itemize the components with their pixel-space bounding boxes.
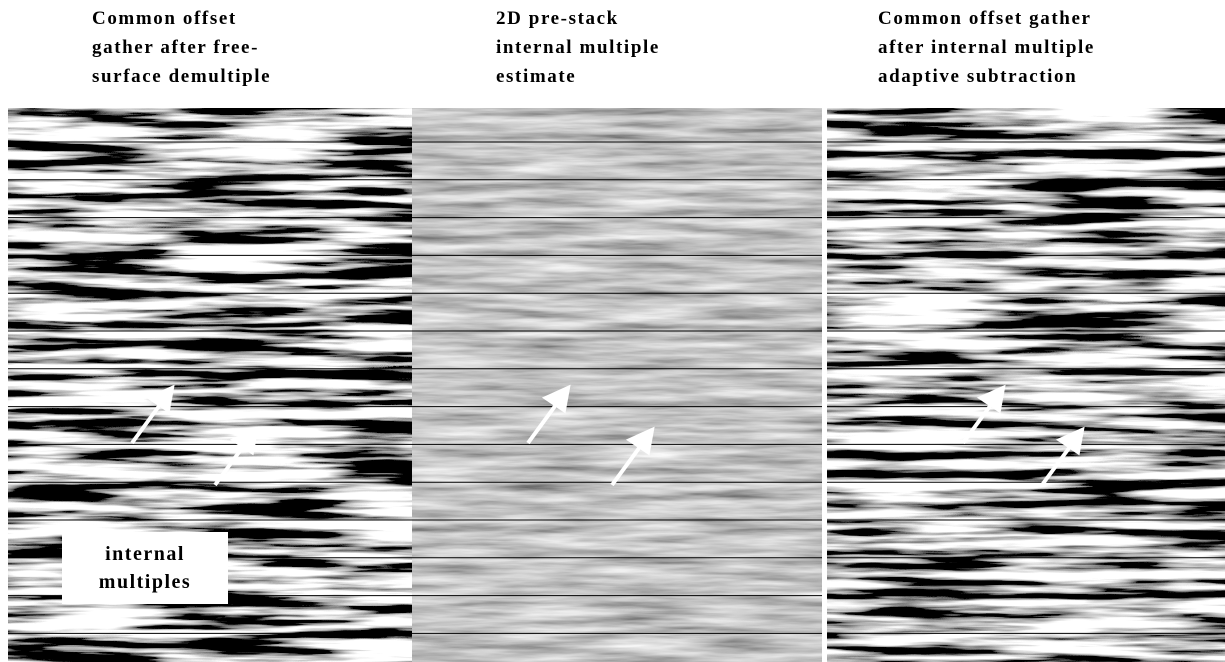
- panel-title: after internal multiple: [878, 37, 1095, 58]
- panel-title: adaptive subtraction: [878, 66, 1077, 87]
- panel-title: Common offset: [92, 8, 237, 29]
- label-text: internal: [105, 543, 185, 565]
- label-text: multiples: [99, 571, 191, 593]
- panel-title: 2D pre-stack: [496, 8, 619, 29]
- figure: Common offset gather after free-surface d…: [0, 0, 1225, 662]
- page: Common offset gather after free-surface d…: [0, 0, 1225, 662]
- panel-title: gather after free-: [92, 37, 259, 58]
- panel-title: internal multiple: [496, 37, 660, 58]
- seismic-panel: [827, 108, 1225, 662]
- seismic-panel: [412, 108, 822, 662]
- titles: Common offset gather after free-surface d…: [92, 8, 1095, 87]
- panel-title: surface demultiple: [92, 66, 271, 87]
- panel-title: estimate: [496, 66, 576, 87]
- panel-title: Common offset gather: [878, 8, 1092, 29]
